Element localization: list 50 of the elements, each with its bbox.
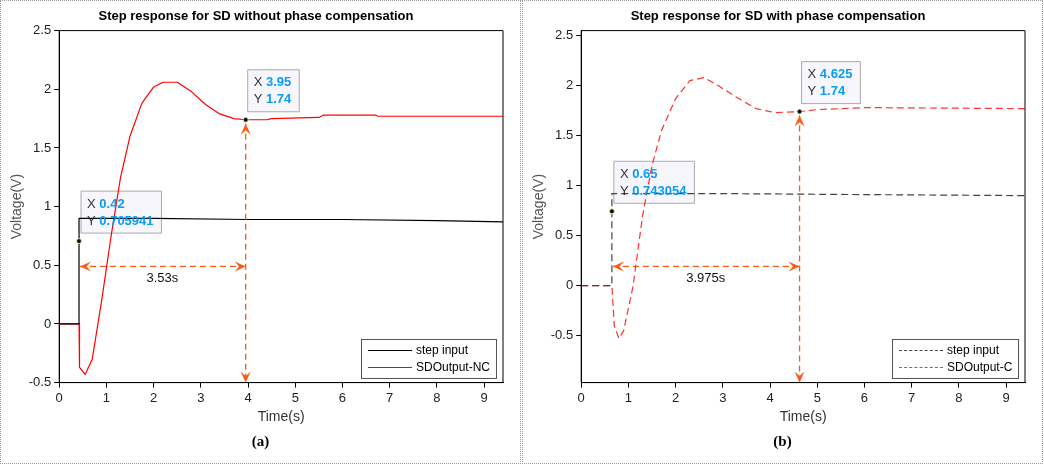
x-tick-label: 3	[197, 389, 205, 405]
y-tick-label: 0.5	[33, 256, 52, 272]
x-tick-label: 9	[480, 389, 488, 405]
chart-title: Step response for SD without phase compensation	[98, 8, 414, 24]
x-axis-title: Time(s)	[779, 408, 827, 425]
legend-label: SDOutput-C	[947, 360, 1013, 375]
x-tick-label: 2	[672, 389, 680, 405]
y-tick-label: 1	[43, 198, 52, 214]
legend-label: step input	[416, 343, 469, 358]
x-tick-label: 0	[55, 389, 63, 405]
y-tick-label: 1	[565, 177, 574, 193]
y-tick-label: 0	[43, 315, 52, 331]
x-tick-label: 3	[719, 389, 727, 405]
x-tick-label: 1	[624, 389, 633, 405]
annotation: 3.53s	[146, 269, 179, 285]
x-tick-label: 9	[1002, 389, 1010, 405]
y-tick-label: 2	[43, 80, 52, 96]
y-tick-label: -0.5	[28, 374, 52, 390]
annotation: X 3.95 Y 1.74	[253, 74, 293, 107]
chart-title: Step response for SD with phase compensation	[630, 8, 926, 24]
y-tick-label: 0.5	[555, 227, 574, 243]
y-tick-label: 2.5	[555, 27, 574, 43]
legend-label: step input	[947, 343, 1000, 358]
y-tick-label: 1.5	[33, 139, 52, 155]
x-tick-label: 5	[813, 389, 821, 405]
y-tick-label: 2	[565, 77, 574, 93]
x-tick-label: 2	[150, 389, 158, 405]
x-tick-label: 5	[291, 389, 299, 405]
x-axis-title: Time(s)	[257, 408, 305, 425]
legend-label: SDOutput-NC	[416, 360, 491, 375]
x-tick-label: 0	[577, 389, 585, 405]
x-tick-label: 7	[908, 389, 916, 405]
x-tick-label: 8	[433, 389, 441, 405]
x-tick-label: 4	[766, 389, 774, 405]
y-tick-label: 2.5	[33, 22, 52, 38]
x-tick-label: 7	[386, 389, 394, 405]
x-tick-label: 4	[244, 389, 252, 405]
x-tick-label: 8	[955, 389, 963, 405]
text: (b)	[772, 433, 793, 450]
annotation: 3.975s	[686, 269, 726, 285]
y-axis-title: Voltage(V)	[8, 173, 25, 240]
y-tick-label: 0	[565, 277, 574, 293]
x-tick-label: 6	[338, 389, 347, 405]
y-tick-label: 1.5	[555, 127, 574, 143]
y-axis-title: Voltage(V)	[530, 173, 547, 240]
x-tick-label: 1	[102, 389, 111, 405]
y-tick-label: -0.5	[550, 327, 574, 343]
x-tick-label: 6	[860, 389, 869, 405]
text: (a)	[250, 433, 271, 450]
annotation: X 4.625 Y 1.74	[807, 66, 853, 99]
